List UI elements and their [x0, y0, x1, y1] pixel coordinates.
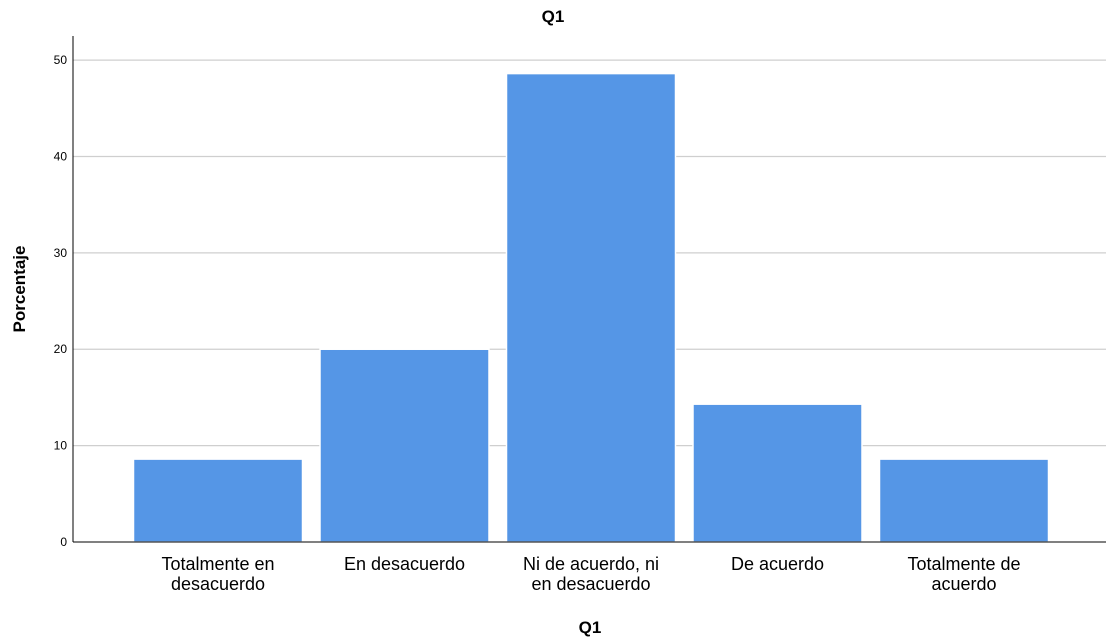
bar-4: [878, 458, 1050, 543]
x-tick-label: Ni de acuerdo, ni en desacuerdo: [523, 554, 659, 594]
bars: [132, 72, 1050, 543]
y-tick-label: 50: [54, 53, 68, 67]
y-axis-title: Porcentaje: [10, 246, 29, 333]
y-tick-label: 20: [54, 342, 68, 356]
bar-0: [132, 458, 304, 543]
bar-2: [505, 72, 677, 543]
y-tick-label: 40: [54, 149, 68, 163]
x-tick-label: Totalmente de acuerdo: [907, 554, 1020, 594]
y-tick-labels: 0 10 20 30 40 50: [54, 53, 68, 549]
y-tick-label: 0: [60, 535, 67, 549]
x-tick-labels: Totalmente en desacuerdo En desacuerdo Ni d…: [161, 554, 1020, 594]
x-tick-label: Totalmente en desacuerdo: [161, 554, 274, 594]
y-tick-label: 30: [54, 246, 68, 260]
x-tick-label: De acuerdo: [731, 554, 824, 574]
x-tick-label: En desacuerdo: [344, 554, 465, 574]
y-tick-label: 10: [54, 439, 68, 453]
bar-1: [319, 348, 490, 543]
chart-title: Q1: [542, 7, 565, 26]
bar-3: [692, 403, 863, 543]
x-axis-title: Q1: [579, 618, 602, 637]
